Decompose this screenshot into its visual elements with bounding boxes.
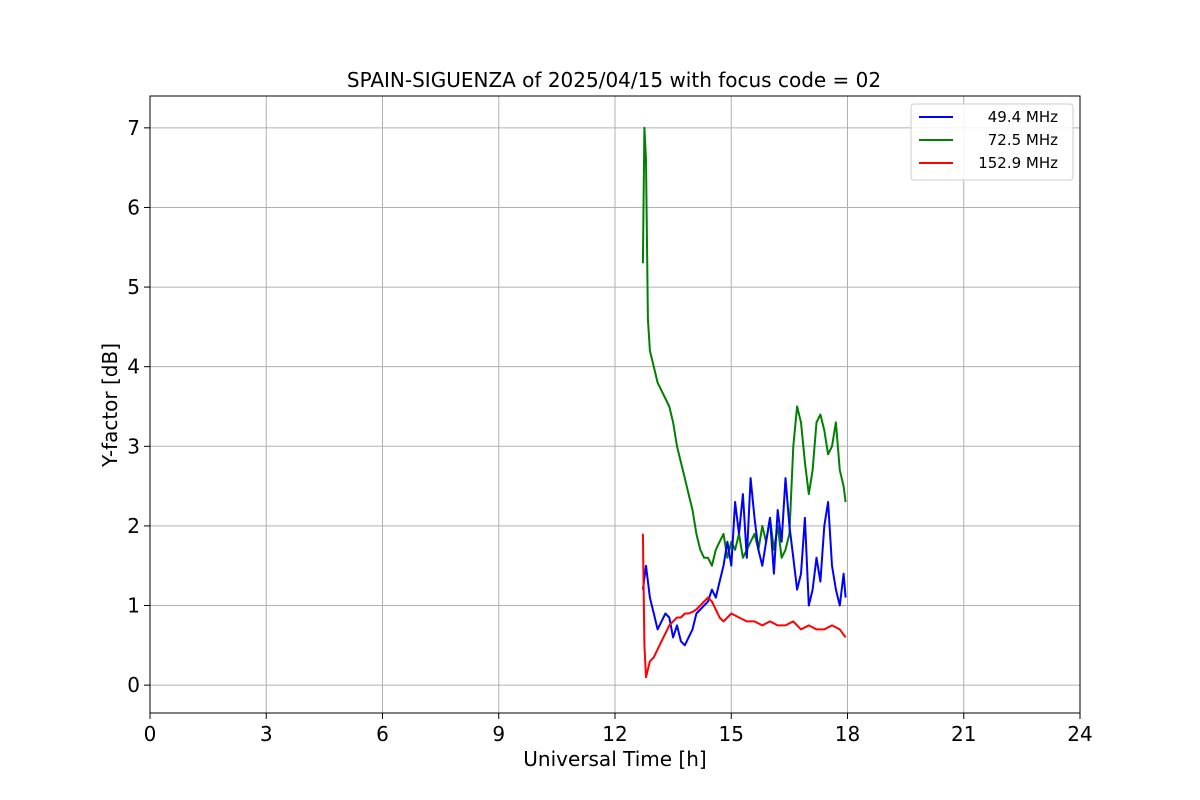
legend-box xyxy=(910,103,1074,181)
legend-label: 72.5 MHz xyxy=(988,131,1058,149)
y-tick-label: 1 xyxy=(127,594,140,618)
x-tick-label: 21 xyxy=(951,722,976,746)
y-tick-label: 0 xyxy=(127,673,140,697)
x-tick-label: 18 xyxy=(835,722,860,746)
series-line-152-9-mhz xyxy=(641,533,847,679)
y-tick-label: 7 xyxy=(127,116,140,140)
y-tick-label: 3 xyxy=(127,434,140,458)
y-tick-label: 4 xyxy=(127,355,140,379)
x-tick-label: 15 xyxy=(719,722,744,746)
x-axis: 0 3 6 9 12 15 18 21 24 xyxy=(144,713,1093,746)
legend-label: 49.4 MHz xyxy=(988,108,1058,126)
x-tick-label: 24 xyxy=(1067,722,1092,746)
y-tick-label: 6 xyxy=(127,195,140,219)
x-tick-label: 3 xyxy=(260,722,273,746)
series-layer xyxy=(641,126,847,679)
x-tick-label: 0 xyxy=(144,722,157,746)
x-axis-label: Universal Time [h] xyxy=(523,747,706,771)
y-tick-label: 5 xyxy=(127,275,140,299)
y-axis-label: Y-factor [dB] xyxy=(98,343,122,468)
legend: 49.4 MHz 72.5 MHz 152.9 MHz xyxy=(910,103,1074,181)
legend-label: 152.9 MHz xyxy=(978,154,1058,172)
series-line-49-4-mhz xyxy=(641,477,847,647)
series-line-72-5-mhz xyxy=(641,126,847,567)
x-tick-label: 12 xyxy=(602,722,627,746)
chart-title: SPAIN-SIGUENZA of 2025/04/15 with focus … xyxy=(347,68,881,92)
y-axis: 0 1 2 3 4 5 6 7 xyxy=(127,116,150,697)
x-tick-label: 6 xyxy=(376,722,389,746)
x-tick-label: 9 xyxy=(492,722,505,746)
y-tick-label: 2 xyxy=(127,514,140,538)
